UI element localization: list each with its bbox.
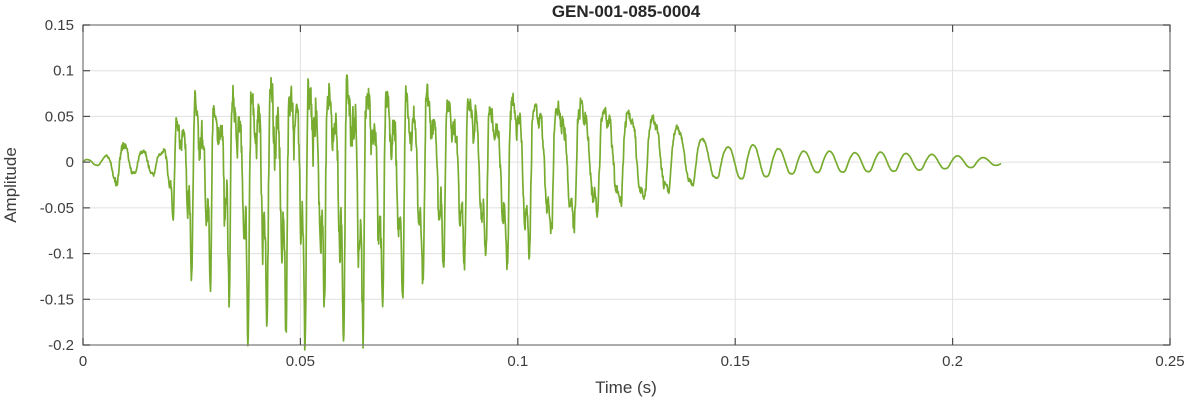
- tick-labels: 0 0.05 0.1 0.15 0.2 0.25 0.15 0.1 0.05 0 -0.05 -0.1…: [40, 17, 1185, 370]
- y-tick-label: 0.05: [45, 108, 74, 125]
- y-tick-label: 0.15: [45, 17, 74, 34]
- y-tick-label: 0: [66, 154, 74, 171]
- x-tick-label: 0.15: [721, 353, 750, 370]
- y-tick-label: -0.2: [48, 337, 74, 354]
- waveform-line: [82, 74, 1002, 351]
- y-tick-label: -0.05: [40, 200, 74, 217]
- x-tick-label: 0: [79, 353, 87, 370]
- axes-box: [82, 24, 1171, 346]
- x-tick-label: 0.1: [507, 353, 528, 370]
- signal-trace: [82, 74, 1002, 351]
- y-tick-label: -0.15: [40, 291, 74, 308]
- chart-title: GEN-001-085-0004: [552, 2, 701, 21]
- x-tick-label: 0.05: [286, 353, 315, 370]
- x-tick-label: 0.2: [942, 353, 963, 370]
- y-tick-label: -0.1: [48, 246, 74, 263]
- y-axis-label: Amplitude: [1, 147, 20, 223]
- plot-box: [82, 24, 1171, 346]
- tick-marks: [82, 24, 1171, 346]
- x-tick-label: 0.25: [1155, 353, 1184, 370]
- y-tick-label: 0.1: [53, 63, 74, 80]
- x-axis-label: Time (s): [595, 378, 657, 397]
- grid: [82, 24, 1171, 346]
